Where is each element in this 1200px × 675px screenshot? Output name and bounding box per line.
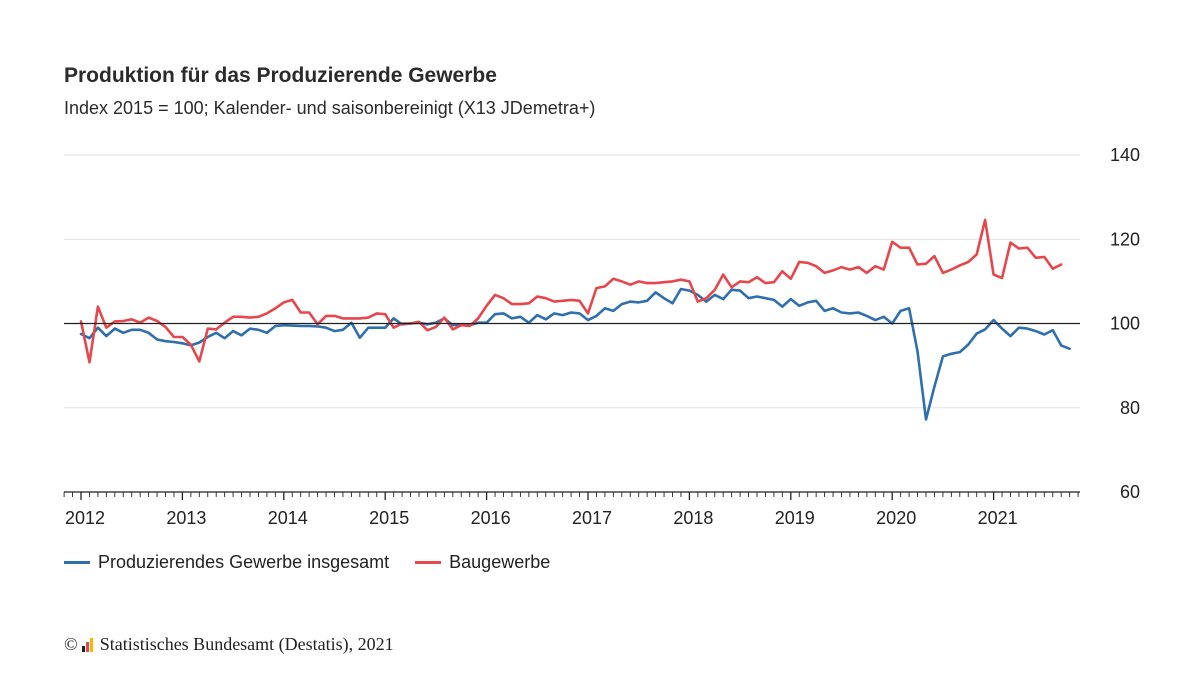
legend-item-baugewerbe: Baugewerbe: [415, 552, 550, 573]
x-tick-label: 2013: [166, 508, 206, 528]
y-tick-label: 60: [1120, 482, 1140, 502]
x-tick-label: 2014: [268, 508, 308, 528]
series-group: [64, 218, 1080, 421]
x-tick-label: 2020: [876, 508, 916, 528]
y-tick-label: 80: [1120, 398, 1140, 418]
x-tick-label: 2021: [978, 508, 1018, 528]
legend-swatch-red: [415, 561, 442, 564]
legend-swatch-blue: [64, 561, 90, 564]
x-axis: 2012 2013 2014 2015 2016 2017 2018 2019 2020 2021: [63, 491, 1080, 528]
series-line-baugewerbe: [79, 218, 1063, 364]
y-tick-label: 140: [1110, 145, 1140, 165]
x-tick-label: 2012: [65, 508, 105, 528]
copyright-symbol: ©: [64, 634, 78, 654]
legend-label: Baugewerbe: [449, 552, 551, 572]
legend-item-produzierendes-gewerbe: Produzierendes Gewerbe insgesamt: [64, 552, 389, 573]
y-tick-label: 100: [1110, 314, 1140, 334]
chart-title: Produktion für das Produzierende Gewerbe: [64, 64, 497, 87]
source-footer: © Statistisches Bundesamt (Destatis), 20…: [64, 634, 394, 655]
legend: Produzierendes Gewerbe insgesamt Baugewe…: [64, 552, 576, 573]
x-tick-label: 2019: [775, 508, 815, 528]
x-tick-label: 2016: [471, 508, 511, 528]
y-tick-label: 120: [1110, 229, 1140, 249]
legend-label: Produzierendes Gewerbe insgesamt: [98, 552, 390, 572]
y-axis: 60 80 100 120 140: [1110, 145, 1140, 502]
destatis-logo-icon: [81, 637, 94, 652]
gridlines: [64, 154, 1080, 409]
x-tick-label: 2015: [369, 508, 409, 528]
series-line-produzierendes-gewerbe: [79, 287, 1071, 421]
source-text: Statistisches Bundesamt (Destatis), 2021: [99, 634, 394, 654]
x-tick-label: 2018: [673, 508, 713, 528]
x-tick-label: 2017: [572, 508, 612, 528]
chart-subtitle: Index 2015 = 100; Kalender- und saisonbe…: [64, 98, 596, 118]
